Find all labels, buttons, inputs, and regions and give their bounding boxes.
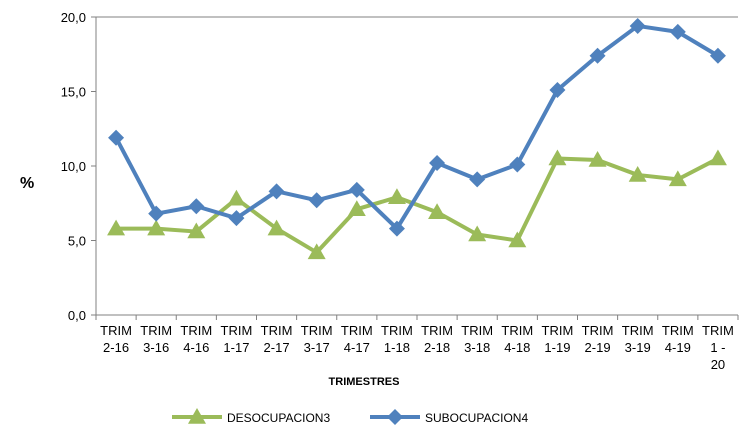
plot-area [96,17,738,315]
data-point [468,225,487,242]
data-point [188,198,205,215]
data-point [308,192,325,209]
x-tick-label: TRIM 3-18 [461,323,493,355]
data-point [508,231,527,248]
legend-label: DESOCUPACION3 [227,411,330,425]
legend-label: SUBOCUPACION4 [425,411,528,425]
y-tick-label: 20,0 [61,10,86,25]
data-point [228,210,245,227]
data-point [668,170,687,187]
y-tick-label: 5,0 [68,234,86,249]
data-point [347,200,366,216]
data-point [509,156,526,173]
x-tick-label: TRIM 2-18 [421,323,453,355]
x-tick-label: TRIM 3-17 [301,323,333,355]
x-tick-label: TRIM 4-18 [501,323,533,355]
data-point [148,205,165,222]
x-tick-label: TRIM 2-16 [100,323,132,355]
x-tick-label: TRIM 3-19 [622,323,654,355]
data-point [469,171,486,188]
x-axis-title: TRIMESTRES [329,376,400,388]
data-point [268,183,285,200]
data-point [348,181,365,198]
data-point [428,203,447,219]
series-line [114,23,719,231]
x-tick-label: TRIM 4-16 [180,323,212,355]
data-point [187,222,206,239]
y-tick-label: 10,0 [61,159,86,174]
data-point [629,17,646,34]
data-point [708,149,727,166]
legend-item: DESOCUPACION3 [172,408,330,425]
y-axis-title: % [20,175,34,192]
data-point [588,151,607,167]
x-tick-label: TRIM 2-19 [582,323,614,355]
data-point [108,129,125,146]
data-point [387,188,406,205]
x-tick-label: TRIM 3-16 [140,323,172,355]
data-point [147,219,166,236]
x-tick-label: TRIM 1-18 [381,323,413,355]
x-tick-label: TRIM 1 -20 [702,323,734,372]
data-point [307,243,326,260]
data-point [628,165,647,182]
y-tick-label: 15,0 [61,85,86,100]
data-point [429,155,446,172]
x-tick-label: TRIM 2-17 [261,323,293,355]
legend-marker [387,409,403,425]
x-tick-label: TRIM 1-19 [542,323,574,355]
data-point [549,82,566,99]
data-point [548,149,567,166]
series-line [116,156,719,255]
y-tick-label: 0,0 [68,308,86,323]
legend-marker [188,408,206,424]
series-subocupacion4 [108,17,726,237]
series-layer [107,17,727,260]
legend: DESOCUPACION3 SUBOCUPACION4 [172,408,528,425]
x-tick-label: TRIM 4-17 [341,323,373,355]
data-point [267,219,286,236]
data-point [107,219,126,236]
x-tick-label: TRIM 1-17 [221,323,253,355]
data-point [709,47,726,64]
data-point [589,47,606,64]
series-desocupacion3 [107,149,727,260]
data-point [388,220,405,237]
data-point [669,23,686,40]
x-tick-label: TRIM 4-19 [662,323,694,355]
legend-item: SUBOCUPACION4 [370,409,528,425]
data-point [227,189,246,206]
y-axis-ticks: 0,0 5,0 10,0 15,0 20,0 [61,10,96,323]
